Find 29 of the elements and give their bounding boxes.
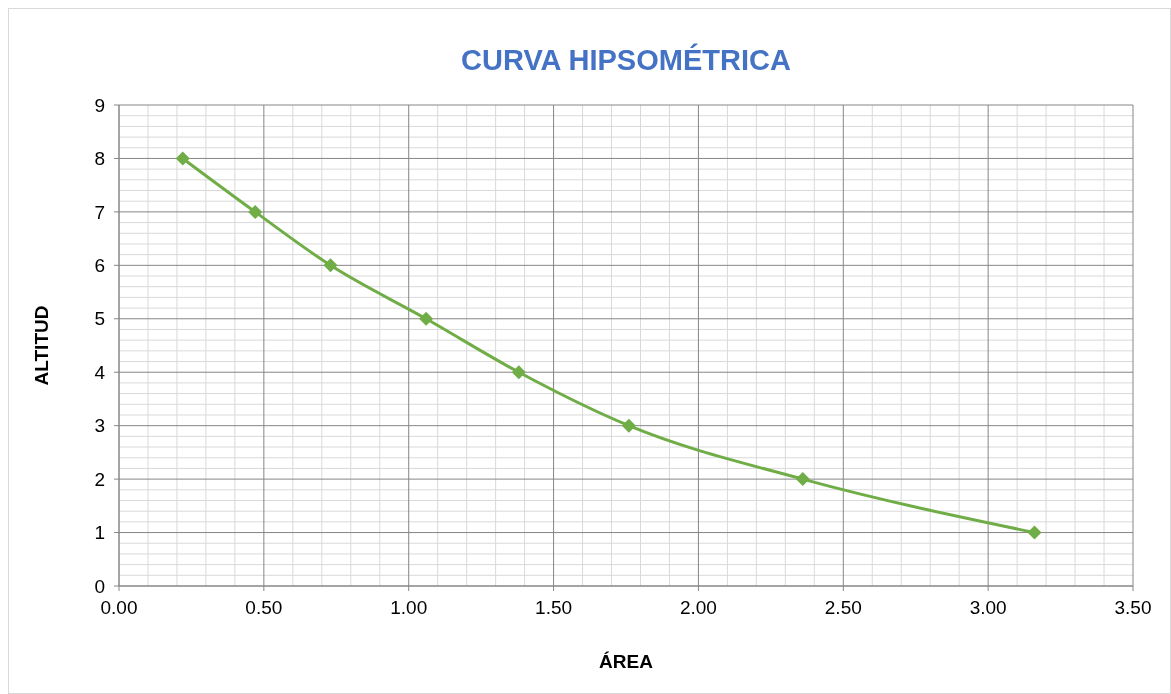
y-tick-label: 7 — [94, 201, 105, 223]
point — [248, 204, 263, 219]
x-tick-label: 3.00 — [969, 597, 1007, 618]
y-tick-label: 9 — [94, 94, 105, 116]
x-tick-label: 0.00 — [100, 597, 138, 618]
y-tick-label: 3 — [94, 415, 105, 437]
chart-title: CURVA HIPSOMÉTRICA — [461, 43, 791, 76]
point — [795, 472, 810, 487]
y-tick-label: 2 — [94, 468, 105, 490]
point — [419, 311, 434, 326]
y-tick-label: 4 — [94, 361, 106, 383]
y-tick-label: 8 — [94, 148, 105, 170]
x-tick-label: 2.50 — [824, 597, 862, 618]
y-tick-label: 5 — [94, 308, 105, 330]
x-tick-label: 3.50 — [1114, 597, 1152, 618]
x-tick-label: 1.00 — [390, 597, 428, 618]
y-tick-label: 6 — [94, 254, 105, 276]
x-tick-label: 1.50 — [535, 597, 573, 618]
y-axis-title: ALTITUD — [31, 305, 52, 386]
x-tick-label: 0.50 — [245, 597, 283, 618]
point — [621, 418, 636, 433]
x-axis-title: ÁREA — [599, 651, 654, 672]
point — [175, 151, 190, 166]
point — [1027, 525, 1042, 540]
y-tick-label: 1 — [94, 522, 105, 544]
x-tick-label: 2.00 — [679, 597, 717, 618]
point — [511, 365, 526, 380]
point — [323, 258, 338, 273]
y-tick-label: 0 — [94, 575, 105, 597]
